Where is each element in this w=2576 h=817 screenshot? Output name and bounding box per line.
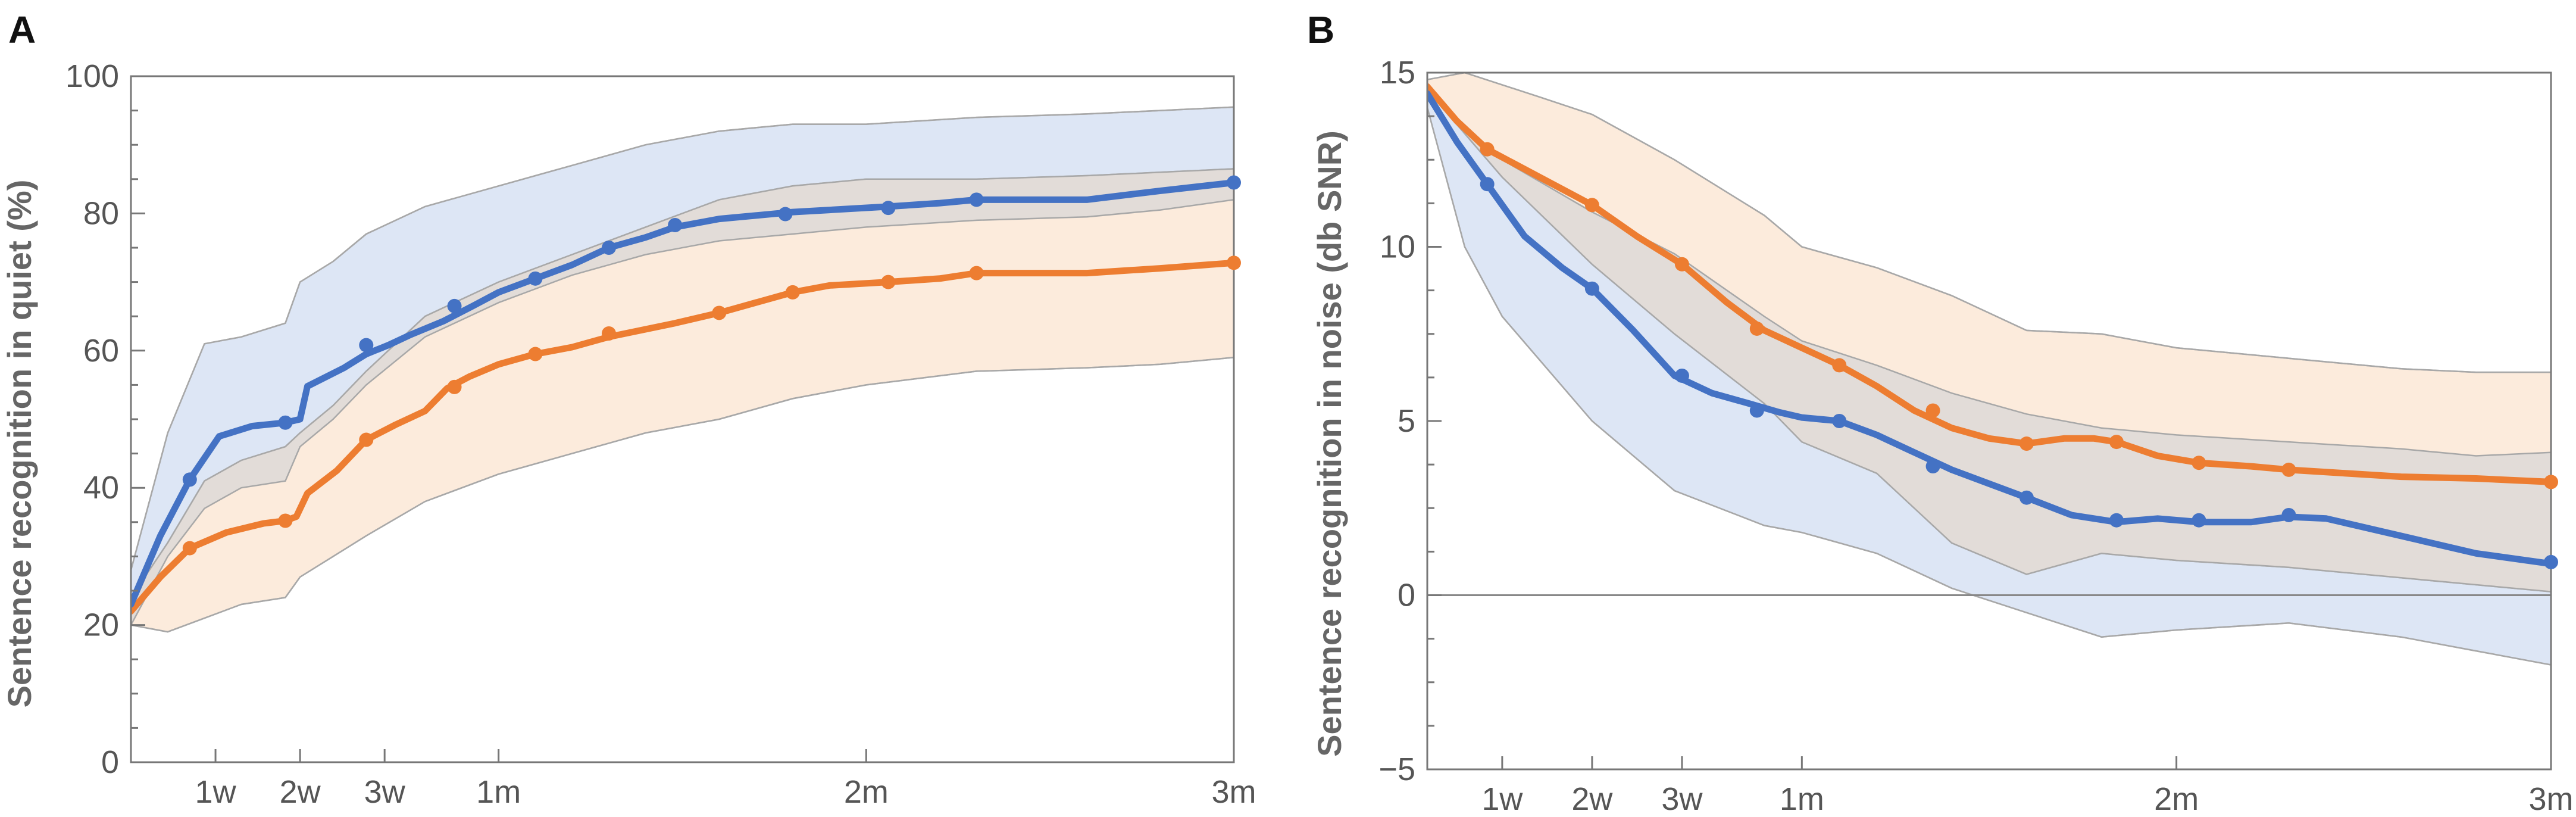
panel-b-x-tick-label-2w: 2w <box>1571 781 1613 817</box>
panel-b-blue-point-9 <box>2192 513 2206 528</box>
panel-a-blue-point-11 <box>1227 175 1241 190</box>
panel-b-blue-point-6 <box>1925 459 1940 474</box>
panel-a-orange-point-6 <box>601 326 616 341</box>
panel-a-orange-point-1 <box>182 541 197 556</box>
panel-a-orange-point-5 <box>528 347 543 361</box>
panel-b-x-tick-label-3m: 3m <box>2528 781 2573 817</box>
panel-b-blue-point-1 <box>1480 177 1495 192</box>
panel-a-blue-point-10 <box>969 192 984 207</box>
panel-a-y-tick-label: 20 <box>83 607 119 643</box>
panel-a-y-tick-label: 40 <box>83 470 119 506</box>
panel-b-orange-point-9 <box>2192 456 2206 470</box>
panel-b-data-area <box>1427 73 2551 666</box>
panel-a-blue-point-1 <box>182 472 197 487</box>
panel-b-x-tick-label-3w: 3w <box>1661 781 1703 817</box>
panel-b-blue-point-4 <box>1749 403 1764 418</box>
panel-a-y-tick-label: 100 <box>65 58 119 94</box>
panel-a-data-area <box>131 106 1234 633</box>
panel-a-x-tick-label-2w: 2w <box>280 774 321 810</box>
panel-b-y-tick-label: 15 <box>1380 55 1415 91</box>
panel-b-orange-point-6 <box>1925 403 1940 418</box>
panel-b-blue-point-3 <box>1674 368 1689 383</box>
panel-b-orange-point-8 <box>2109 435 2124 450</box>
panel-b-blue-line <box>1427 90 2551 567</box>
panel-b-x-tick-label-1w: 1w <box>1481 781 1523 817</box>
panel-b-blue-point-5 <box>1832 414 1847 428</box>
panel-b-orange-point-5 <box>1832 358 1847 373</box>
panel-a-x-tick-label-3m: 3m <box>1211 774 1256 810</box>
panel-a-x-tick-label-1w: 1w <box>195 774 237 810</box>
panel-b: B Sentence recognition in noise (db SNR)… <box>1307 8 2574 817</box>
panel-b-blue-point-2 <box>1584 281 1599 296</box>
panel-b-y-tick-label: 5 <box>1398 403 1415 439</box>
panel-b-x-tick-label-2m: 2m <box>2154 781 2199 817</box>
panel-a-orange-point-10 <box>969 266 984 280</box>
panel-b-orange-point-11 <box>2544 475 2558 489</box>
panel-b-y-tick-label: 10 <box>1380 229 1415 265</box>
panel-b-orange-line <box>1427 83 2551 485</box>
panel-b-orange-point-3 <box>1674 257 1689 272</box>
panel-a-orange-point-11 <box>1227 255 1241 270</box>
panel-a-blue-point-7 <box>668 217 683 232</box>
panel-b-orange-point-4 <box>1749 321 1764 336</box>
panel-b-y-tick-label: −5 <box>1378 751 1415 787</box>
panel-b-plot-area: −5 0 5 10 15 1w 2w 3w 1m 2m 3m <box>1378 55 2573 817</box>
panel-a-blue-point-5 <box>528 271 543 286</box>
panel-a-x-tick-label-2m: 2m <box>844 774 889 810</box>
panel-b-label: B <box>1307 8 1334 51</box>
panel-a-plot-area: 0 20 40 60 80 100 1w 2w 3w 1m 2m 3m <box>65 58 1256 810</box>
panel-a-orange-point-4 <box>447 379 462 394</box>
panel-a-blue-point-9 <box>881 201 896 216</box>
panel-a-orange-point-3 <box>359 432 374 447</box>
panel-a-orange-point-2 <box>278 513 293 528</box>
panel-b-x-tick-label-1m: 1m <box>1780 781 1824 817</box>
panel-b-orange-point-10 <box>2281 462 2296 477</box>
panel-b-y-tick-label: 0 <box>1398 578 1415 613</box>
panel-b-blue-point-7 <box>2019 490 2034 505</box>
panel-a-label: A <box>8 8 36 51</box>
panel-b-orange-point-7 <box>2019 436 2034 451</box>
panel-a-x-tick-label-1m: 1m <box>476 774 521 810</box>
panel-b-blue-point-8 <box>2109 513 2124 528</box>
panel-a-y-tick-label: 80 <box>83 195 119 231</box>
panel-a-orange-point-9 <box>881 275 896 289</box>
panel-a-orange-point-8 <box>785 285 800 300</box>
panel-b-blue-band-lower-edge <box>1427 107 2551 666</box>
panel-b-orange-band-upper-edge <box>1427 73 2551 373</box>
panel-a-blue-band-upper-edge <box>131 106 1234 570</box>
panel-b-blue-point-10 <box>2281 507 2296 522</box>
panel-a-orange-band-lower-edge <box>131 357 1234 633</box>
panel-b-y-axis-title: Sentence recognition in noise (db SNR) <box>1311 130 1348 757</box>
panel-a-orange-band-upper-edge <box>131 168 1234 598</box>
panel-a-blue-point-6 <box>601 241 616 255</box>
panel-b-orange-point-2 <box>1584 198 1599 213</box>
panel-a-overlap-band <box>131 169 1234 625</box>
panel-b-orange-band-lower-edge <box>1427 89 2551 593</box>
panel-a-y-tick-label: 0 <box>101 744 119 780</box>
panel-a-y-axis-title: Sentence recognition in quiet (%) <box>1 180 38 708</box>
panel-a-blue-band-lower-edge <box>131 199 1234 626</box>
panel-a-blue-point-8 <box>778 207 793 222</box>
panel-a-blue-point-3 <box>359 338 374 353</box>
panel-b-blue-point-11 <box>2544 554 2558 569</box>
panel-a-orange-point-7 <box>712 305 727 320</box>
panel-b-orange-point-1 <box>1480 142 1495 157</box>
panel-a-orange-line <box>131 259 1234 615</box>
panel-a-blue-point-2 <box>278 415 293 430</box>
panel-a-y-tick-label: 60 <box>83 333 119 369</box>
panel-a-blue-point-4 <box>447 298 462 313</box>
panel-a: A Sentence recognition in quiet (%) 0 20 4… <box>1 8 1256 810</box>
panel-a-x-tick-label-3w: 3w <box>364 774 406 810</box>
